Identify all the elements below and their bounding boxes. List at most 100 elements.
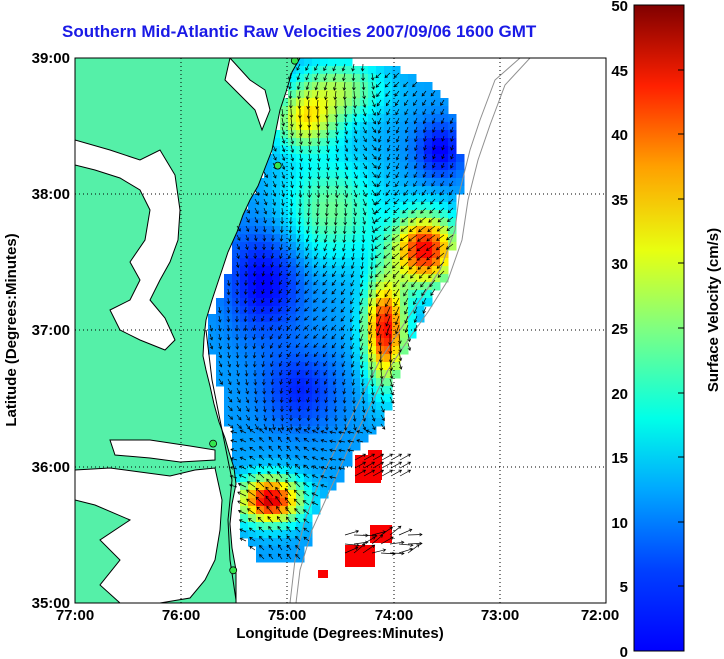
velocity-arrow bbox=[305, 63, 310, 71]
velocity-arrow bbox=[227, 414, 234, 420]
velocity-arrow bbox=[335, 153, 339, 162]
velocity-cell bbox=[360, 202, 369, 211]
velocity-arrow bbox=[305, 81, 310, 91]
velocity-arrow bbox=[332, 63, 337, 72]
velocity-cell bbox=[368, 90, 377, 99]
velocity-cell bbox=[264, 290, 273, 299]
velocity-cell bbox=[400, 314, 409, 323]
velocity-cell bbox=[272, 378, 281, 387]
velocity-arrow bbox=[320, 475, 328, 479]
velocity-arrow bbox=[335, 126, 339, 136]
velocity-arrow bbox=[295, 279, 301, 286]
velocity-cell bbox=[240, 234, 249, 243]
velocity-arrow bbox=[377, 162, 382, 170]
velocity-cell bbox=[400, 330, 409, 339]
velocity-cell bbox=[312, 218, 321, 227]
velocity-arrow bbox=[344, 162, 349, 171]
velocity-cell bbox=[224, 346, 233, 355]
velocity-arrow bbox=[249, 446, 256, 452]
velocity-arrow bbox=[377, 171, 382, 179]
velocity-arrow bbox=[299, 171, 303, 180]
velocity-arrow bbox=[369, 360, 374, 371]
velocity-arrow bbox=[383, 234, 391, 241]
velocity-arrow bbox=[334, 414, 338, 422]
velocity-arrow bbox=[306, 108, 311, 120]
velocity-arrow bbox=[263, 423, 268, 431]
velocity-cell bbox=[344, 154, 353, 163]
velocity-arrow bbox=[262, 396, 267, 404]
velocity-cell bbox=[336, 74, 345, 83]
velocity-cell bbox=[264, 354, 273, 363]
velocity-cell bbox=[336, 258, 345, 267]
velocity-arrow bbox=[272, 144, 277, 152]
velocity-arrow bbox=[288, 405, 293, 413]
velocity-cell bbox=[240, 378, 249, 387]
velocity-arrow bbox=[270, 369, 274, 377]
velocity-cell bbox=[248, 346, 257, 355]
velocity-arrow bbox=[249, 536, 256, 542]
velocity-arrow bbox=[279, 225, 284, 234]
velocity-cell bbox=[304, 186, 313, 195]
velocity-cell bbox=[432, 130, 441, 139]
velocity-cell bbox=[264, 394, 273, 403]
velocity-cell bbox=[392, 226, 401, 235]
velocity-cell bbox=[240, 458, 249, 467]
velocity-cell bbox=[440, 218, 449, 227]
velocity-arrow bbox=[334, 198, 339, 208]
velocity-cell bbox=[312, 138, 321, 147]
velocity-cell bbox=[232, 242, 241, 251]
velocity-arrow bbox=[316, 198, 320, 208]
velocity-arrow bbox=[259, 554, 265, 560]
velocity-cell bbox=[360, 242, 369, 251]
velocity-cell bbox=[320, 162, 329, 171]
velocity-arrow bbox=[269, 351, 274, 359]
velocity-arrow bbox=[279, 378, 283, 385]
velocity-cell bbox=[280, 306, 289, 315]
velocity-cell bbox=[296, 434, 305, 443]
velocity-arrow bbox=[227, 351, 231, 359]
velocity-cell bbox=[328, 378, 337, 387]
colorbar-tick-label: 20 bbox=[611, 386, 628, 403]
velocity-cell bbox=[344, 370, 353, 379]
velocity-cell bbox=[240, 210, 249, 219]
velocity-arrow bbox=[374, 261, 382, 268]
velocity-arrow bbox=[254, 414, 259, 422]
velocity-cell bbox=[392, 306, 401, 315]
velocity-cell bbox=[272, 306, 281, 315]
velocity-arrow bbox=[362, 216, 367, 225]
velocity-cell bbox=[392, 298, 401, 307]
velocity-arrow bbox=[439, 189, 445, 196]
velocity-cell bbox=[376, 266, 385, 275]
velocity-arrow bbox=[227, 405, 233, 412]
velocity-cell bbox=[256, 386, 265, 395]
velocity-arrow bbox=[288, 81, 292, 90]
velocity-cell bbox=[288, 458, 297, 467]
velocity-arrow bbox=[280, 414, 285, 422]
velocity-arrow bbox=[402, 198, 409, 205]
velocity-cell bbox=[424, 290, 433, 299]
x-tick-label: 73:00 bbox=[481, 607, 519, 624]
velocity-cell bbox=[432, 210, 441, 219]
velocity-arrow bbox=[253, 370, 257, 377]
velocity-arrow bbox=[344, 117, 348, 127]
velocity-arrow bbox=[253, 261, 257, 268]
velocity-cell bbox=[360, 122, 369, 131]
velocity-arrow bbox=[341, 369, 346, 377]
velocity-cell bbox=[240, 250, 249, 259]
velocity-cell bbox=[304, 154, 313, 163]
velocity-arrow bbox=[236, 225, 241, 232]
velocity-cell bbox=[360, 330, 369, 339]
velocity-cell bbox=[328, 346, 337, 355]
velocity-arrow bbox=[352, 225, 357, 235]
velocity-arrow bbox=[416, 243, 427, 252]
velocity-arrow bbox=[249, 455, 256, 461]
velocity-cell bbox=[296, 554, 305, 563]
y-tick-labels: 39:00 38:00 37:00 36:00 35:00 bbox=[32, 50, 70, 612]
velocity-cell bbox=[312, 290, 321, 299]
velocity-cell bbox=[232, 266, 241, 275]
velocity-cell bbox=[288, 410, 297, 419]
velocity-arrow bbox=[335, 162, 339, 171]
velocity-arrow bbox=[285, 479, 292, 488]
velocity-arrow bbox=[297, 378, 301, 385]
velocity-arrow bbox=[254, 423, 259, 430]
